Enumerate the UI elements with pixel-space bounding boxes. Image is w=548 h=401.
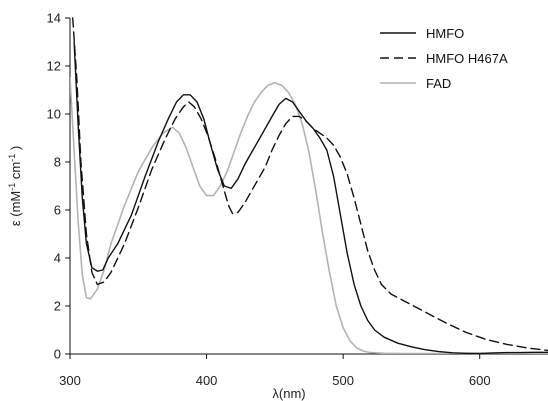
- series-line-hmfo-h467a: [72, 17, 548, 352]
- axes: 0 2 4 6 8 10 12 14 300 400 500 600: [47, 11, 548, 388]
- x-tick-label: 500: [332, 373, 354, 388]
- y-tick-label: 12: [47, 59, 61, 74]
- y-axis-label: ε (mM-1 cm-1 ): [7, 146, 23, 226]
- y-tick-label: 0: [54, 347, 61, 362]
- series-line-fad: [70, 77, 548, 354]
- x-tick-label: 400: [196, 373, 218, 388]
- y-tick-label: 8: [54, 155, 61, 170]
- series-line-hmfo: [73, 41, 548, 354]
- legend-label: FAD: [426, 76, 451, 91]
- y-tick-label: 10: [47, 107, 61, 122]
- y-tick-label: 6: [54, 203, 61, 218]
- x-tick-label: 300: [59, 373, 81, 388]
- y-tick-label: 14: [47, 11, 61, 26]
- y-tick-label: 4: [54, 251, 61, 266]
- series-layer: [70, 17, 548, 354]
- y-tick-label: 2: [54, 299, 61, 314]
- legend: HMFO HMFO H467A FAD: [380, 26, 508, 91]
- legend-label: HMFO: [426, 26, 464, 41]
- x-axis-label: λ(nm): [272, 386, 305, 401]
- x-tick-label: 600: [469, 373, 491, 388]
- legend-label: HMFO H467A: [426, 51, 508, 66]
